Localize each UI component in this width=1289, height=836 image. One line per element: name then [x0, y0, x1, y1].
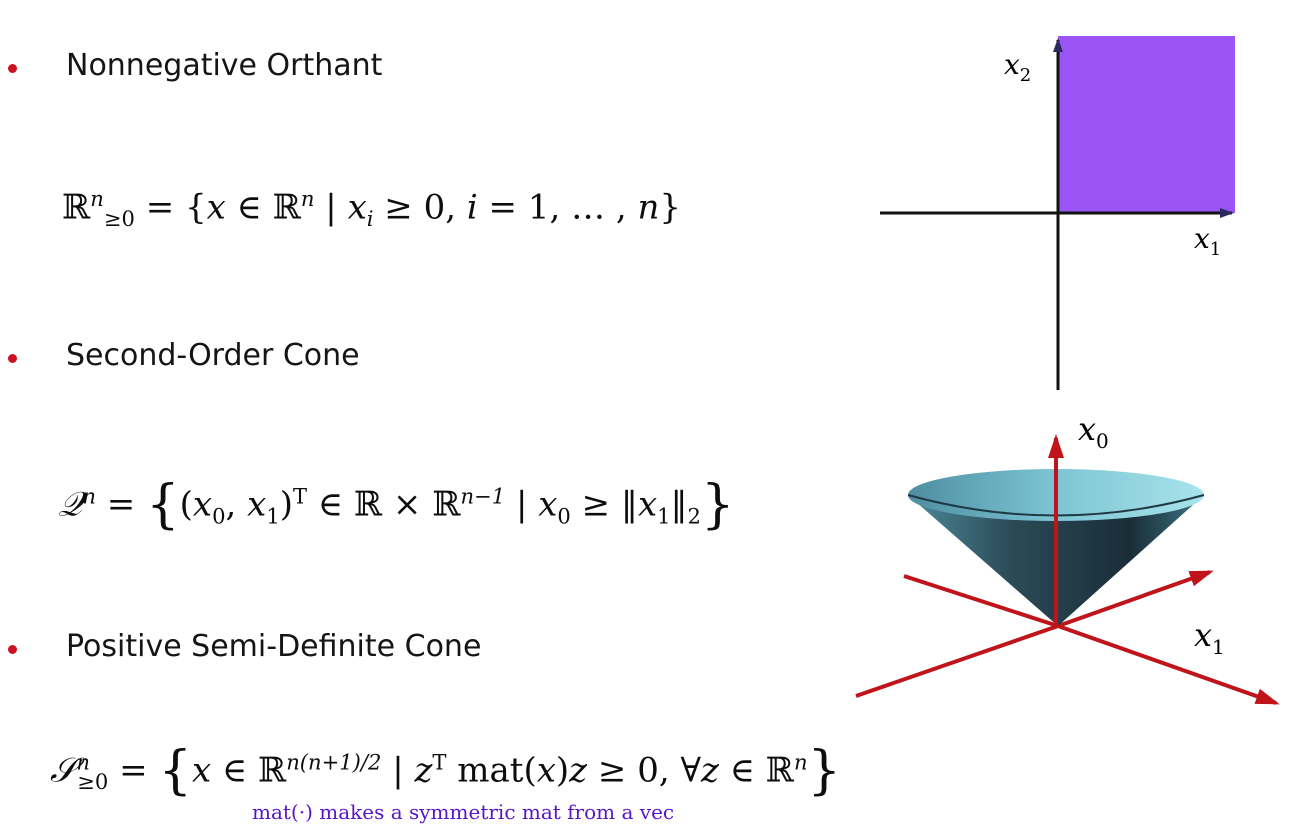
- heading-second-order-cone: Second-Order Cone: [66, 338, 360, 373]
- formula-psd-cone: 𝒮n≥0 = {x ∈ ℝn(n+1)/2 | zT mat(x)z ≥ 0, …: [50, 740, 842, 801]
- formula-nonnegative-orthant: ℝn≥0 = {x ∈ ℝn | xi ≥ 0, i = 1, … , n}: [62, 186, 682, 232]
- cone-x1-label: x1: [1194, 616, 1225, 659]
- heading-nonnegative-orthant: Nonnegative Orthant: [66, 48, 383, 83]
- formula-second-order-cone: 𝒬n = {(x0, x1)T ∈ ℝ × ℝn−1 | x0 ≥ ‖x1‖2}: [58, 474, 735, 535]
- cone-axis-front: [855, 624, 1059, 698]
- cone-figure: x0 x1: [855, 410, 1280, 705]
- cone-axis-front-right: [1057, 624, 1280, 705]
- orthant-figure: x2 x1: [880, 36, 1235, 390]
- bullet-orthant: [8, 64, 17, 73]
- cone-axis-back: [903, 574, 1059, 628]
- heading-psd-cone: Positive Semi-Definite Cone: [66, 629, 482, 664]
- cone-x0-label: x0: [1078, 410, 1109, 453]
- cone-axis-x1: [1057, 570, 1214, 628]
- orthant-region: [1058, 36, 1235, 213]
- mat-note: mat(·) makes a symmetric mat from a vec: [252, 800, 675, 824]
- bullet-psd: [8, 645, 17, 654]
- orthant-y-label: x2: [1004, 48, 1031, 86]
- bullet-second-order: [8, 354, 17, 363]
- orthant-x-label: x1: [1194, 222, 1221, 260]
